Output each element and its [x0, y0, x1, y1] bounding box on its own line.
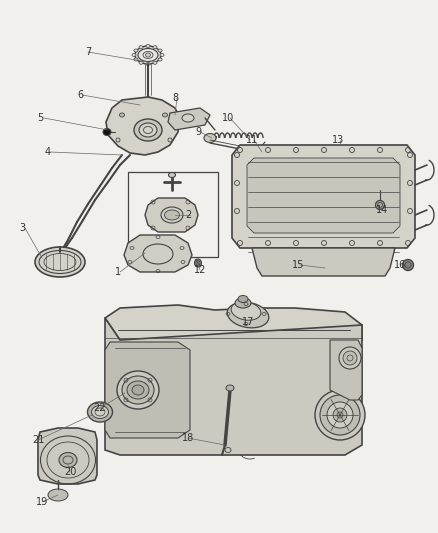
Ellipse shape — [143, 101, 149, 106]
Ellipse shape — [35, 247, 85, 277]
Ellipse shape — [120, 113, 124, 117]
Polygon shape — [330, 340, 362, 400]
Text: 9: 9 — [195, 127, 201, 137]
Ellipse shape — [226, 385, 234, 391]
Ellipse shape — [320, 395, 360, 435]
Ellipse shape — [139, 61, 143, 64]
Ellipse shape — [153, 46, 157, 49]
Text: 2: 2 — [185, 210, 191, 220]
Text: 17: 17 — [242, 317, 254, 327]
Text: 13: 13 — [332, 135, 344, 145]
Polygon shape — [124, 235, 192, 272]
Ellipse shape — [333, 408, 347, 422]
Ellipse shape — [127, 381, 149, 399]
Ellipse shape — [235, 298, 251, 308]
Ellipse shape — [117, 371, 159, 409]
Ellipse shape — [182, 114, 194, 122]
Ellipse shape — [48, 489, 68, 501]
Ellipse shape — [158, 58, 162, 61]
Ellipse shape — [238, 295, 248, 303]
Ellipse shape — [139, 46, 143, 49]
Text: 4: 4 — [45, 147, 51, 157]
Ellipse shape — [343, 351, 357, 365]
Ellipse shape — [144, 97, 152, 103]
Ellipse shape — [92, 406, 109, 418]
Ellipse shape — [403, 260, 413, 271]
Polygon shape — [168, 108, 210, 130]
Text: 21: 21 — [32, 435, 44, 445]
Polygon shape — [105, 305, 362, 340]
Ellipse shape — [165, 210, 180, 220]
Ellipse shape — [134, 49, 138, 52]
Ellipse shape — [258, 148, 266, 157]
Text: 11: 11 — [246, 135, 258, 145]
Text: 12: 12 — [194, 265, 206, 275]
Ellipse shape — [169, 173, 176, 177]
Text: 19: 19 — [36, 497, 48, 507]
Text: 6: 6 — [77, 90, 83, 100]
Text: 22: 22 — [94, 403, 106, 413]
Bar — [128, 172, 218, 257]
Polygon shape — [106, 97, 180, 155]
Ellipse shape — [134, 119, 162, 141]
Polygon shape — [38, 428, 97, 484]
Text: 5: 5 — [37, 113, 43, 123]
Text: 8: 8 — [172, 93, 178, 103]
Text: 14: 14 — [376, 205, 388, 215]
Polygon shape — [252, 248, 395, 276]
Polygon shape — [247, 158, 400, 233]
Text: 10: 10 — [222, 113, 234, 123]
Ellipse shape — [194, 259, 201, 267]
Ellipse shape — [162, 113, 167, 117]
Ellipse shape — [103, 128, 111, 135]
Ellipse shape — [138, 49, 158, 61]
Ellipse shape — [227, 302, 269, 328]
Ellipse shape — [132, 53, 136, 56]
Ellipse shape — [204, 133, 216, 142]
Ellipse shape — [146, 62, 150, 66]
Polygon shape — [232, 145, 415, 248]
Text: 18: 18 — [182, 433, 194, 443]
Text: 16: 16 — [394, 260, 406, 270]
Polygon shape — [105, 318, 362, 455]
Ellipse shape — [145, 53, 151, 57]
Ellipse shape — [146, 44, 150, 47]
Ellipse shape — [337, 412, 343, 418]
Ellipse shape — [153, 61, 157, 64]
Ellipse shape — [59, 453, 77, 467]
Text: 15: 15 — [292, 260, 304, 270]
Text: 3: 3 — [19, 223, 25, 233]
Ellipse shape — [160, 53, 164, 56]
Ellipse shape — [327, 402, 353, 428]
Text: 1: 1 — [115, 267, 121, 277]
Ellipse shape — [375, 200, 385, 209]
Ellipse shape — [88, 402, 113, 422]
Ellipse shape — [139, 123, 157, 137]
Ellipse shape — [134, 58, 138, 61]
Ellipse shape — [122, 376, 154, 404]
Polygon shape — [105, 342, 190, 438]
Ellipse shape — [315, 390, 365, 440]
Text: 7: 7 — [85, 47, 91, 57]
Ellipse shape — [339, 347, 361, 369]
Ellipse shape — [158, 49, 162, 52]
Ellipse shape — [132, 385, 144, 395]
Text: 20: 20 — [64, 467, 76, 477]
Polygon shape — [145, 198, 198, 232]
Ellipse shape — [231, 302, 261, 320]
Ellipse shape — [135, 46, 161, 64]
